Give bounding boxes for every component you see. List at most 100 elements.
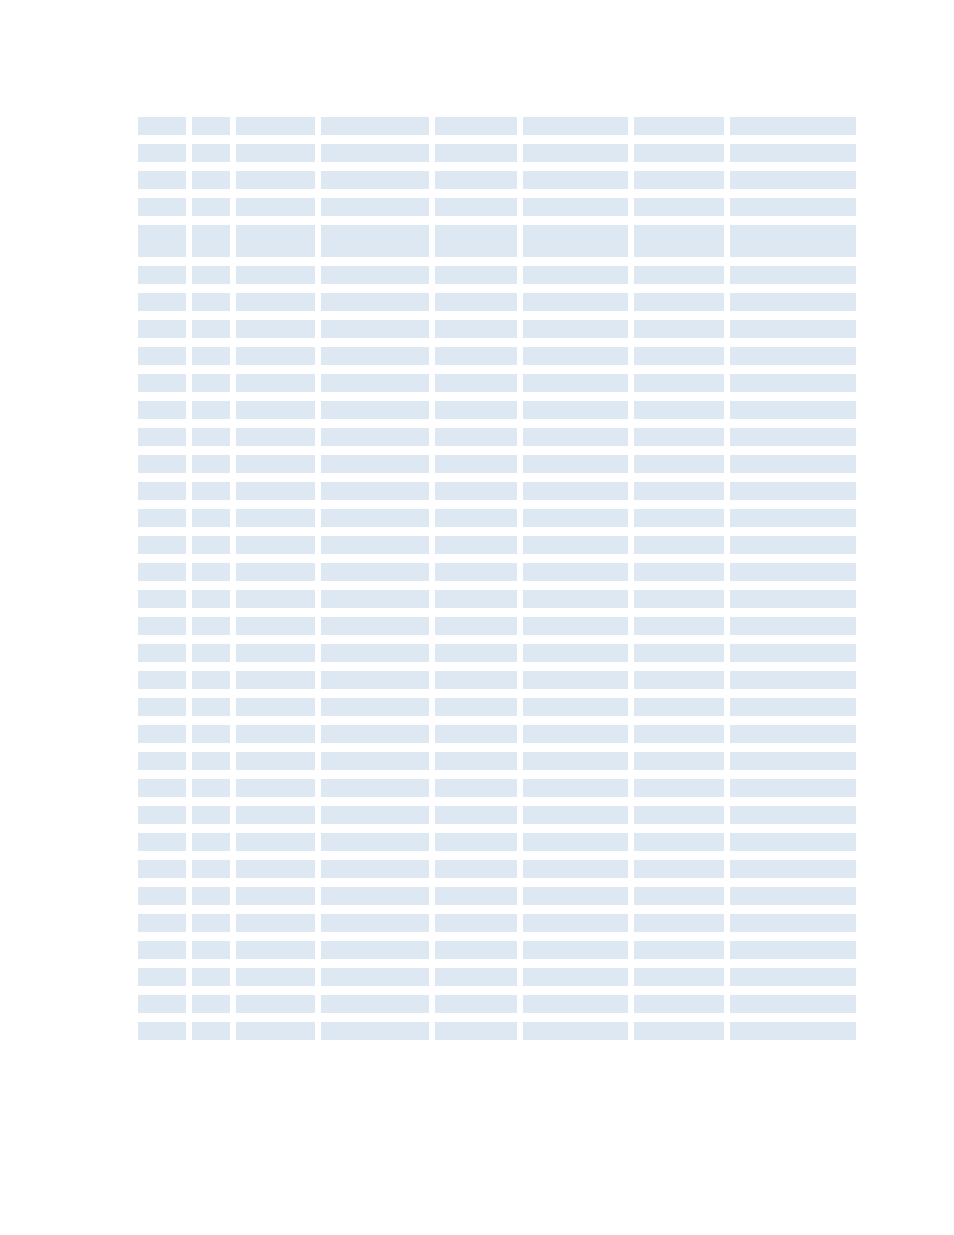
table-row: [138, 752, 868, 770]
data-table: [138, 117, 868, 1049]
table-cell: [730, 171, 856, 189]
table-row: [138, 536, 868, 554]
table-cell: [730, 320, 856, 338]
table-cell: [523, 995, 628, 1013]
table-cell: [192, 428, 230, 446]
table-cell: [523, 428, 628, 446]
table-cell: [730, 1022, 856, 1040]
table-cell: [138, 671, 186, 689]
table-cell: [523, 320, 628, 338]
table-cell: [523, 455, 628, 473]
table-cell: [236, 171, 315, 189]
table-cell: [634, 482, 724, 500]
table-cell: [435, 509, 517, 527]
table-cell: [523, 806, 628, 824]
table-cell: [435, 171, 517, 189]
table-cell: [730, 590, 856, 608]
table-cell: [730, 644, 856, 662]
table-cell: [435, 644, 517, 662]
table-cell: [138, 833, 186, 851]
table-row: [138, 860, 868, 878]
table-cell: [730, 806, 856, 824]
table-cell: [236, 455, 315, 473]
table-cell: [435, 698, 517, 716]
table-cell: [321, 428, 429, 446]
table-cell: [730, 198, 856, 216]
table-cell: [634, 590, 724, 608]
table-cell: [236, 144, 315, 162]
table-cell: [634, 428, 724, 446]
table-cell: [321, 806, 429, 824]
table-cell: [236, 293, 315, 311]
table-cell: [730, 293, 856, 311]
table-cell: [435, 941, 517, 959]
table-cell: [634, 941, 724, 959]
table-row: [138, 320, 868, 338]
table-cell: [730, 563, 856, 581]
table-cell: [236, 590, 315, 608]
table-cell: [138, 887, 186, 905]
table-cell: [634, 455, 724, 473]
table-cell: [236, 347, 315, 365]
table-cell: [192, 293, 230, 311]
table-cell: [138, 752, 186, 770]
table-cell: [138, 536, 186, 554]
table-cell: [634, 171, 724, 189]
table-cell: [192, 860, 230, 878]
table-cell: [730, 968, 856, 986]
table-cell: [236, 698, 315, 716]
table-cell: [435, 198, 517, 216]
table-row: [138, 428, 868, 446]
table-cell: [321, 144, 429, 162]
table-cell: [138, 171, 186, 189]
table-cell: [192, 725, 230, 743]
table-row: [138, 455, 868, 473]
table-cell: [634, 995, 724, 1013]
table-cell: [730, 860, 856, 878]
table-cell: [435, 887, 517, 905]
table-cell: [435, 914, 517, 932]
table-cell: [523, 914, 628, 932]
table-cell: [138, 198, 186, 216]
table-row: [138, 779, 868, 797]
table-cell: [730, 482, 856, 500]
table-cell: [138, 914, 186, 932]
table-cell: [236, 374, 315, 392]
table-row: [138, 563, 868, 581]
table-cell: [192, 374, 230, 392]
table-cell: [435, 563, 517, 581]
table-cell: [138, 293, 186, 311]
table-cell: [192, 995, 230, 1013]
table-row: [138, 617, 868, 635]
table-cell: [236, 225, 315, 257]
table-cell: [192, 833, 230, 851]
table-cell: [435, 752, 517, 770]
table-cell: [321, 266, 429, 284]
table-cell: [321, 644, 429, 662]
table-cell: [321, 968, 429, 986]
table-cell: [138, 941, 186, 959]
table-cell: [192, 266, 230, 284]
table-cell: [192, 482, 230, 500]
table-cell: [634, 698, 724, 716]
table-cell: [138, 725, 186, 743]
table-cell: [435, 225, 517, 257]
table-cell: [634, 887, 724, 905]
table-cell: [730, 428, 856, 446]
table-cell: [634, 806, 724, 824]
table-cell: [730, 347, 856, 365]
table-cell: [192, 914, 230, 932]
table-cell: [321, 320, 429, 338]
table-cell: [634, 779, 724, 797]
table-cell: [730, 509, 856, 527]
table-cell: [321, 563, 429, 581]
table-row: [138, 698, 868, 716]
table-cell: [634, 374, 724, 392]
table-cell: [523, 779, 628, 797]
table-row: [138, 347, 868, 365]
table-cell: [634, 198, 724, 216]
table-cell: [634, 671, 724, 689]
table-cell: [634, 266, 724, 284]
table-cell: [730, 752, 856, 770]
table-cell: [634, 644, 724, 662]
